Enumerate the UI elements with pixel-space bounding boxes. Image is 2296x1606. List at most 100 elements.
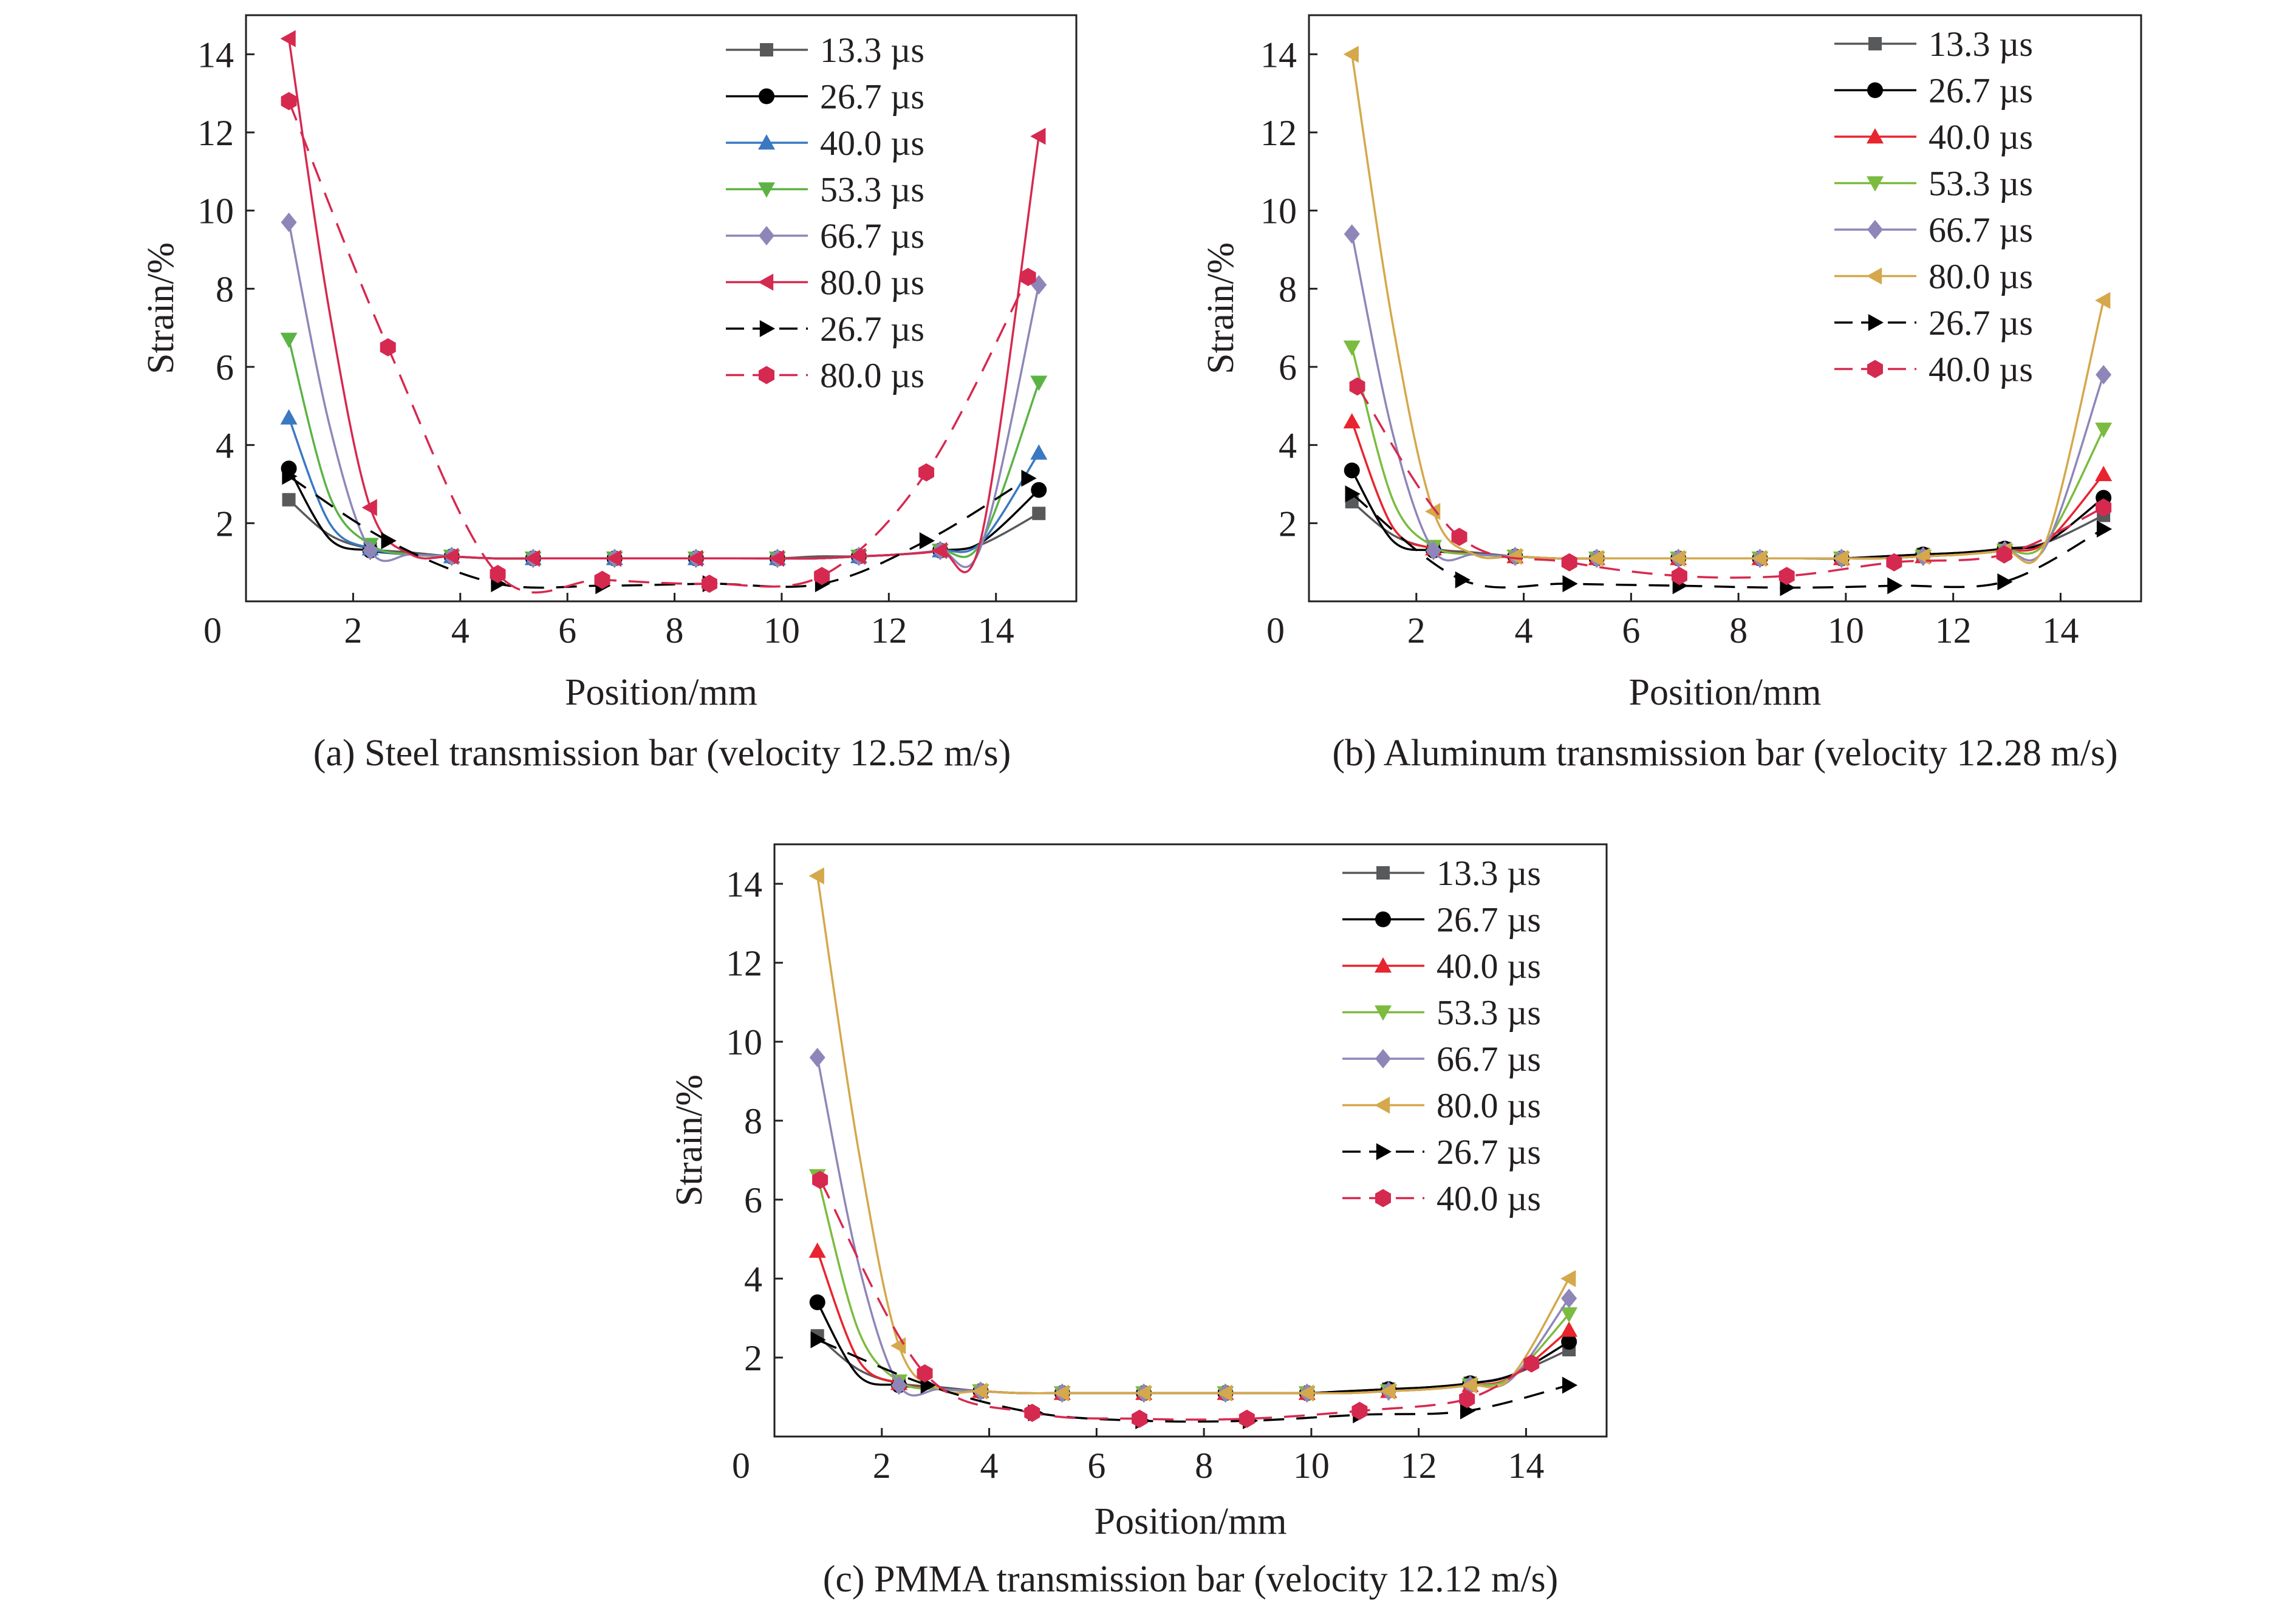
data-point	[1343, 46, 1359, 63]
data-point	[1887, 577, 1903, 595]
legend-marker	[1376, 866, 1390, 880]
data-point	[1562, 1376, 1578, 1394]
data-point	[281, 92, 297, 111]
data-point	[1833, 550, 1848, 567]
data-point	[1021, 470, 1037, 487]
y-axis-label: Strain/%	[669, 1075, 710, 1206]
legend-marker	[759, 226, 774, 245]
data-point	[490, 565, 506, 583]
data-point	[282, 493, 296, 507]
data-point	[2096, 364, 2112, 384]
legend-label: 40.0 µs	[1437, 1179, 1541, 1218]
legend-marker	[758, 273, 774, 291]
panel-caption: (b) Aluminum transmission bar (velocity …	[1332, 733, 2117, 774]
legend-marker	[1867, 360, 1883, 378]
legend-marker	[760, 43, 773, 56]
legend-marker	[1868, 314, 1884, 331]
data-point	[1343, 340, 1361, 356]
data-point	[1561, 553, 1577, 572]
legend-marker	[758, 134, 775, 150]
x-tick-label: 0	[203, 610, 222, 651]
data-point	[1053, 1384, 1069, 1402]
data-point	[1561, 1334, 1577, 1350]
x-tick-label: 2	[873, 1446, 891, 1486]
series-line	[1356, 386, 2104, 579]
data-point	[524, 550, 540, 567]
data-point	[1780, 579, 1795, 596]
data-point	[1239, 1409, 1255, 1428]
data-point	[2095, 292, 2111, 309]
x-tick-label: 4	[451, 610, 470, 651]
data-point	[362, 541, 378, 561]
legend-label: 80.0 µs	[1929, 257, 2033, 296]
legend-label: 26.7 µs	[1437, 1132, 1541, 1172]
data-point	[443, 548, 459, 566]
data-point	[1380, 1382, 1396, 1400]
legend-label: 26.7 µs	[820, 309, 924, 349]
y-tick-label: 2	[216, 504, 234, 544]
data-point	[1343, 413, 1361, 429]
data-point	[918, 463, 934, 482]
data-point	[812, 1170, 829, 1189]
x-tick-label: 6	[1087, 1446, 1105, 1486]
plot-frame	[773, 843, 1608, 1438]
x-tick-label: 10	[1293, 1446, 1330, 1486]
data-point	[1298, 1384, 1314, 1402]
y-tick-label: 12	[197, 113, 234, 153]
x-tick-label: 4	[1515, 610, 1533, 651]
legend-marker	[759, 366, 774, 384]
data-point	[1560, 1270, 1576, 1287]
data-point	[1426, 541, 1442, 561]
x-axis-label: Position/mm	[565, 672, 757, 713]
data-point	[1425, 503, 1441, 521]
data-point	[1132, 1409, 1147, 1428]
x-tick-label: 10	[764, 610, 800, 651]
y-tick-label: 14	[726, 864, 762, 904]
data-point	[2095, 465, 2113, 482]
data-point	[1135, 1384, 1151, 1402]
data-point	[1778, 567, 1795, 586]
data-point	[768, 550, 785, 567]
legend-label: 26.7 µs	[820, 77, 924, 117]
x-tick-label: 12	[1401, 1446, 1437, 1486]
data-point	[1886, 553, 1902, 572]
data-point	[1461, 1376, 1477, 1394]
data-point	[1030, 128, 1046, 145]
x-tick-label: 2	[344, 610, 362, 651]
x-tick-label: 4	[980, 1446, 999, 1486]
data-point	[361, 499, 377, 516]
y-tick-label: 12	[726, 943, 762, 983]
y-tick-label: 2	[744, 1338, 762, 1378]
data-point	[1588, 550, 1604, 567]
legend-label: 53.3 µs	[1929, 164, 2033, 203]
panel-a-steel: 0 2 4 6 8 10 12 14 2 4 6 8 10 12 14 Position/mm Strain/%…	[140, 14, 1078, 774]
legend-label: 40.0 µs	[1929, 117, 2033, 157]
series-line	[288, 475, 1029, 589]
data-point	[1032, 507, 1046, 521]
y-tick-label: 14	[197, 35, 234, 75]
legend-marker	[1375, 957, 1392, 973]
series-line	[819, 1179, 1532, 1421]
y-tick-label: 8	[216, 269, 234, 309]
legend-marker	[1867, 220, 1883, 239]
x-tick-label: 8	[1729, 610, 1748, 651]
data-point	[2096, 498, 2112, 517]
y-tick-label: 10	[726, 1022, 762, 1062]
data-point	[809, 1294, 825, 1310]
data-point	[606, 550, 621, 567]
x-tick-label: 0	[1266, 610, 1285, 651]
y-tick-label: 4	[744, 1259, 762, 1299]
data-point	[810, 1331, 826, 1348]
data-point	[972, 1382, 988, 1400]
y-axis-label: Strain/%	[140, 242, 182, 374]
data-point	[1455, 571, 1471, 589]
x-tick-label: 8	[1195, 1446, 1213, 1486]
data-point	[1562, 575, 1578, 593]
y-tick-label: 2	[1279, 504, 1297, 544]
legend-label: 66.7 µs	[820, 216, 924, 256]
series-line	[816, 1302, 1570, 1395]
data-point	[808, 867, 824, 884]
data-point	[931, 542, 948, 559]
data-point	[280, 332, 298, 348]
